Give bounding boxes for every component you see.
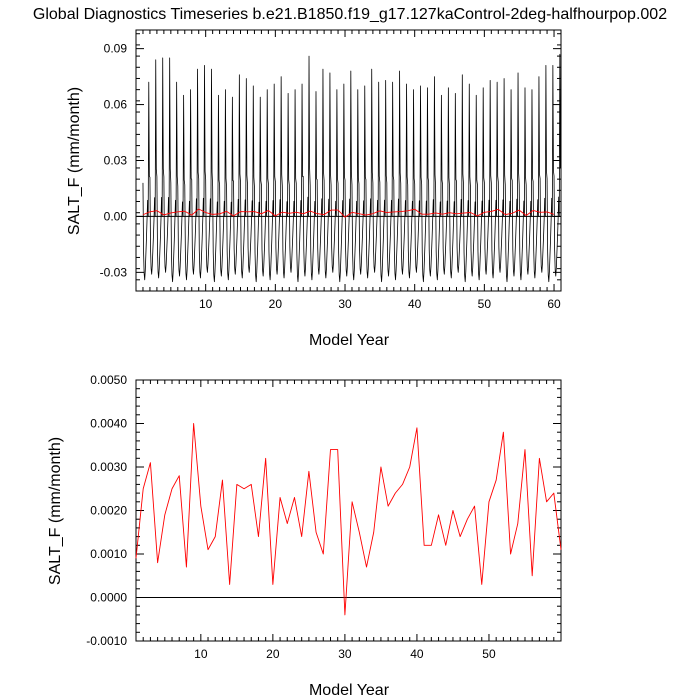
bottom-y-tick-label: -0.0010: [86, 634, 127, 648]
top-y-tick-label: -0.03: [100, 265, 128, 279]
bottom-y-tick-label: 0.0050: [90, 373, 127, 387]
top-series-group: [136, 53, 561, 283]
bottom-x-tick-label: 50: [482, 647, 496, 661]
bottom-y-tick-label: 0.0030: [90, 460, 127, 474]
top-monthly-series-line: [142, 53, 561, 283]
bottom-y-tick-label: 0.0010: [90, 547, 127, 561]
top-y-tick-label: 0.06: [104, 98, 128, 112]
top-x-axis-label: Model Year: [309, 332, 390, 349]
top-x-tick-label: 10: [199, 297, 213, 311]
bottom-series-group: [135, 423, 562, 616]
bottom-panel: 10 20 30 40 50 -0.0010 0.0000 0.0010 0.0020 0.003…: [47, 373, 562, 699]
top-x-tick-label: 30: [338, 297, 352, 311]
bottom-x-tick-label: 30: [338, 647, 352, 661]
top-axis-ticks: 10 20 30 40 50 60 -0.03 0.00 0.03 0.06 0.09: [100, 30, 562, 311]
bottom-x-tick-label: 40: [410, 647, 424, 661]
top-y-axis-label: SALT_F (mm/month): [66, 87, 83, 235]
bottom-plot-frame: [135, 379, 562, 642]
top-y-tick-label: 0.03: [104, 154, 128, 168]
top-x-tick-label: 20: [269, 297, 283, 311]
bottom-y-tick-label: 0.0000: [90, 591, 127, 605]
top-x-tick-label: 40: [408, 297, 422, 311]
top-annual-series-line: [142, 208, 555, 218]
bottom-y-tick-label: 0.0040: [90, 417, 127, 431]
bottom-annual-series-line: [135, 423, 562, 616]
bottom-x-tick-label: 20: [266, 647, 280, 661]
bottom-x-tick-label: 10: [194, 647, 208, 661]
top-y-tick-label: 0.00: [104, 209, 128, 223]
bottom-y-axis-label: SALT_F (mm/month): [47, 437, 64, 585]
top-panel: 10 20 30 40 50 60 -0.03 0.00 0.03 0.06 0.09 Model …: [66, 29, 562, 349]
top-x-tick-label: 60: [547, 297, 561, 311]
top-y-tick-label: 0.09: [104, 42, 128, 56]
bottom-y-tick-label: 0.0020: [90, 504, 127, 518]
top-x-tick-label: 50: [478, 297, 492, 311]
bottom-x-axis-label: Model Year: [309, 682, 390, 699]
figure-title: Global Diagnostics Timeseries b.e21.B185…: [33, 6, 667, 23]
bottom-axis-ticks: 10 20 30 40 50 -0.0010 0.0000 0.0010 0.0020 0.003…: [86, 373, 562, 661]
